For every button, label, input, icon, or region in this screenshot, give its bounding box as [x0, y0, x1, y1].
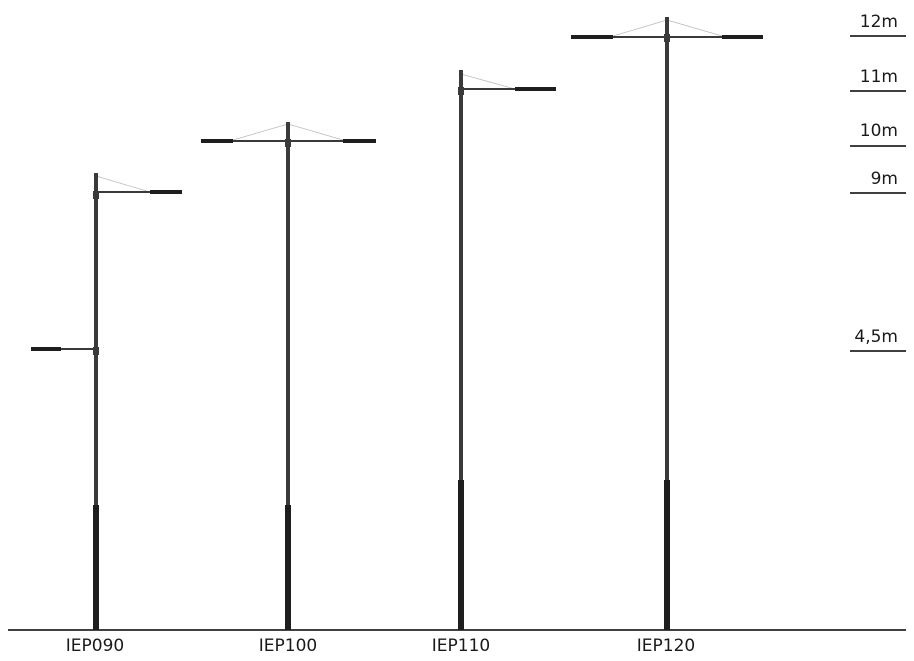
- arm-double: [201, 140, 376, 142]
- arm-left-lower: [31, 348, 94, 350]
- luminaire: [150, 190, 182, 194]
- pole-label-iep100: IEP100: [258, 636, 318, 656]
- pole-collar-lower: [93, 347, 99, 355]
- pole-label-iep090: IEP090: [65, 636, 125, 656]
- pole-shaft: [286, 122, 290, 505]
- arm-right: [98, 191, 182, 193]
- pole-collar: [93, 191, 99, 199]
- luminaire-right: [722, 35, 763, 39]
- pole-iep110: [458, 70, 556, 630]
- pole-collar: [285, 139, 291, 147]
- pole-shaft: [94, 173, 98, 505]
- luminaire: [515, 87, 556, 91]
- stay-wire-left: [612, 19, 668, 37]
- pole-shaft: [665, 17, 669, 480]
- height-label-9m: 9m: [870, 169, 898, 189]
- height-label-10m: 10m: [859, 121, 898, 141]
- stay-wire: [460, 73, 516, 90]
- pole-iep100: [201, 122, 376, 630]
- luminaire-lower: [31, 347, 61, 351]
- luminaire-right: [343, 139, 376, 143]
- pole-collar: [458, 87, 464, 95]
- stay-wire-right: [287, 123, 344, 141]
- stay-wire: [95, 175, 151, 193]
- pole-label-iep110: IEP110: [431, 636, 491, 656]
- pole-label-iep120: IEP120: [636, 636, 696, 656]
- pole-base: [285, 505, 291, 630]
- height-markers: [850, 35, 906, 352]
- pole-base: [664, 480, 670, 630]
- pole-iep090: [31, 173, 182, 630]
- pole-shaft: [459, 70, 463, 480]
- pole-base: [458, 480, 464, 630]
- arm-right: [463, 88, 556, 90]
- pole-iep120: [571, 17, 763, 630]
- luminaire-left: [571, 35, 613, 39]
- stay-wire-right: [666, 19, 723, 37]
- luminaire-left: [201, 139, 233, 143]
- height-label-12m: 12m: [859, 12, 898, 32]
- stay-wire-left: [232, 123, 289, 141]
- pole-base: [93, 505, 99, 630]
- height-label-4-5m: 4,5m: [854, 327, 898, 347]
- height-label-11m: 11m: [859, 67, 898, 87]
- arm-double: [571, 36, 763, 38]
